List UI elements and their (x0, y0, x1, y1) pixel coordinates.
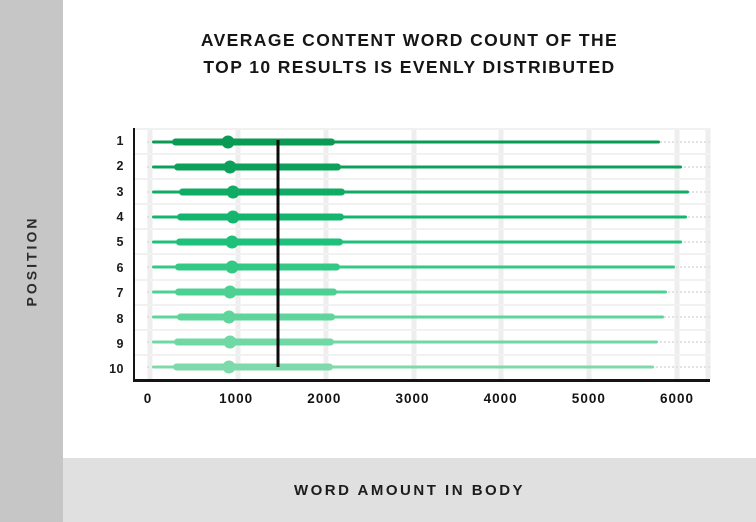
y-tick-label-4: 4 (116, 209, 124, 224)
whisker-line (151, 340, 658, 344)
y-tick-label-7: 7 (116, 286, 124, 301)
x-tick-label-3000: 3000 (395, 391, 430, 406)
boxplot-row-position-6 (135, 255, 710, 281)
x-axis-title-text: WORD AMOUNT IN BODY (293, 481, 526, 499)
y-tick-label-8: 8 (116, 311, 124, 326)
mean-dot (226, 210, 240, 224)
quartile-bar (174, 288, 338, 296)
mean-dot (225, 235, 239, 249)
boxplot-rows (135, 128, 710, 379)
boxplot-row-position-10 (135, 356, 710, 379)
mean-dot (223, 285, 237, 299)
x-tick-label-1000: 1000 (219, 391, 254, 406)
y-tick-label-6: 6 (116, 260, 124, 275)
x-axis-tick-labels: 0 1000 2000 3000 4000 5000 6000 (133, 391, 710, 411)
y-axis-tick-labels: 1 2 3 4 5 6 7 8 9 10 (90, 128, 124, 382)
boxplot-row-position-8 (135, 306, 710, 331)
y-tick-label-1: 1 (116, 133, 124, 148)
whisker-line (151, 165, 683, 169)
x-tick-label-6000: 6000 (659, 391, 695, 406)
y-tick-label-3: 3 (116, 184, 124, 199)
plot-area (133, 128, 711, 382)
boxplot-row-position-7 (135, 281, 710, 306)
mean-dot (225, 260, 239, 274)
x-tick-label-0: 0 (143, 391, 153, 406)
quartile-bar (174, 263, 341, 271)
boxplot-row-position-1 (135, 130, 710, 156)
x-axis-title-bar: WORD AMOUNT IN BODY (63, 458, 756, 522)
whisker-line (151, 290, 667, 294)
x-tick-label-4000: 4000 (483, 391, 518, 406)
y-tick-label-10: 10 (109, 362, 124, 377)
x-tick-label-5000: 5000 (571, 391, 606, 406)
mean-dot (222, 310, 236, 324)
y-axis-title-text: POSITION (23, 215, 40, 307)
mean-dot (223, 335, 237, 349)
boxplot-row-position-4 (135, 205, 710, 231)
whisker-line (151, 190, 690, 194)
mean-dot (221, 135, 235, 149)
boxplot-row-position-9 (135, 331, 710, 356)
quartile-bar (178, 188, 345, 196)
boxplot-row-position-2 (135, 155, 710, 181)
average-line (276, 140, 280, 367)
x-tick-label-2000: 2000 (307, 391, 342, 406)
quartile-bar (176, 313, 336, 321)
y-tick-label-5: 5 (116, 235, 124, 250)
y-tick-label-9: 9 (116, 336, 124, 351)
y-tick-label-2: 2 (116, 159, 124, 174)
whisker-line (151, 215, 687, 219)
quartile-bar (171, 138, 336, 146)
whisker-line (151, 265, 675, 269)
whisker-line (151, 315, 664, 319)
quartile-bar (175, 238, 343, 246)
quartile-bar (176, 213, 345, 221)
quartile-bar (172, 363, 334, 371)
whisker-line (151, 240, 682, 244)
chart-title: AVERAGE CONTENT WORD COUNT OF THE TOP 10… (63, 27, 756, 80)
quartile-bar (173, 163, 342, 171)
mean-dot (222, 360, 236, 374)
boxplot-row-position-3 (135, 180, 710, 206)
position-sidebar: POSITION (0, 0, 63, 522)
whisker-line (151, 365, 655, 369)
mean-dot (223, 160, 237, 174)
whisker-line (151, 140, 660, 144)
mean-dot (226, 185, 240, 199)
boxplot-row-position-5 (135, 230, 710, 256)
chart-title-line2: TOP 10 RESULTS IS EVENLY DISTRIBUTED (203, 56, 616, 77)
quartile-bar (173, 338, 335, 346)
y-axis-title: POSITION (0, 0, 63, 522)
chart-title-line1: AVERAGE CONTENT WORD COUNT OF THE (200, 30, 619, 50)
